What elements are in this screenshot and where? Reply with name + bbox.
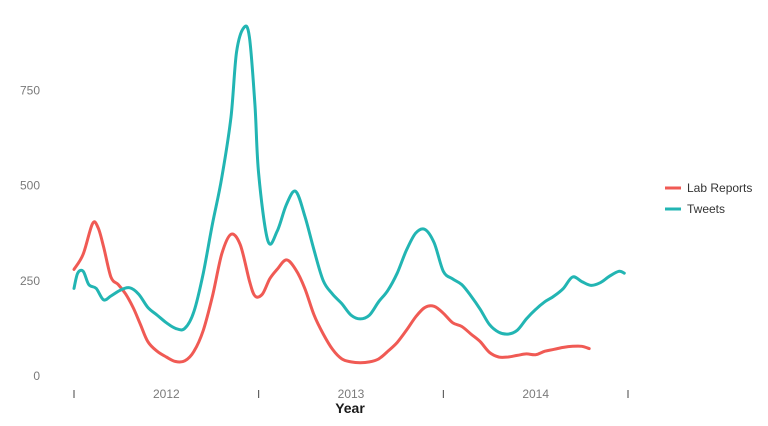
x-axis-title: Year — [335, 400, 365, 416]
legend-label: Tweets — [687, 202, 725, 216]
x-tick-label: 2012 — [153, 387, 180, 401]
y-tick-label: 0 — [33, 369, 40, 383]
x-tick-label: 2014 — [522, 387, 549, 401]
x-tick-label: 2013 — [338, 387, 365, 401]
y-tick-label: 250 — [20, 274, 40, 288]
series-line-tweets — [72, 24, 626, 336]
plot-area — [72, 24, 626, 365]
x-axis-ticks: 2012 2013 2014 — [73, 387, 629, 401]
y-axis-ticks: 0 250 500 750 — [20, 83, 40, 383]
y-tick-label: 500 — [20, 179, 40, 193]
y-tick-label: 750 — [20, 83, 40, 97]
series-line-lab-reports — [72, 220, 591, 365]
legend-label: Lab Reports — [687, 181, 752, 195]
legend: Lab Reports Tweets — [665, 181, 752, 216]
